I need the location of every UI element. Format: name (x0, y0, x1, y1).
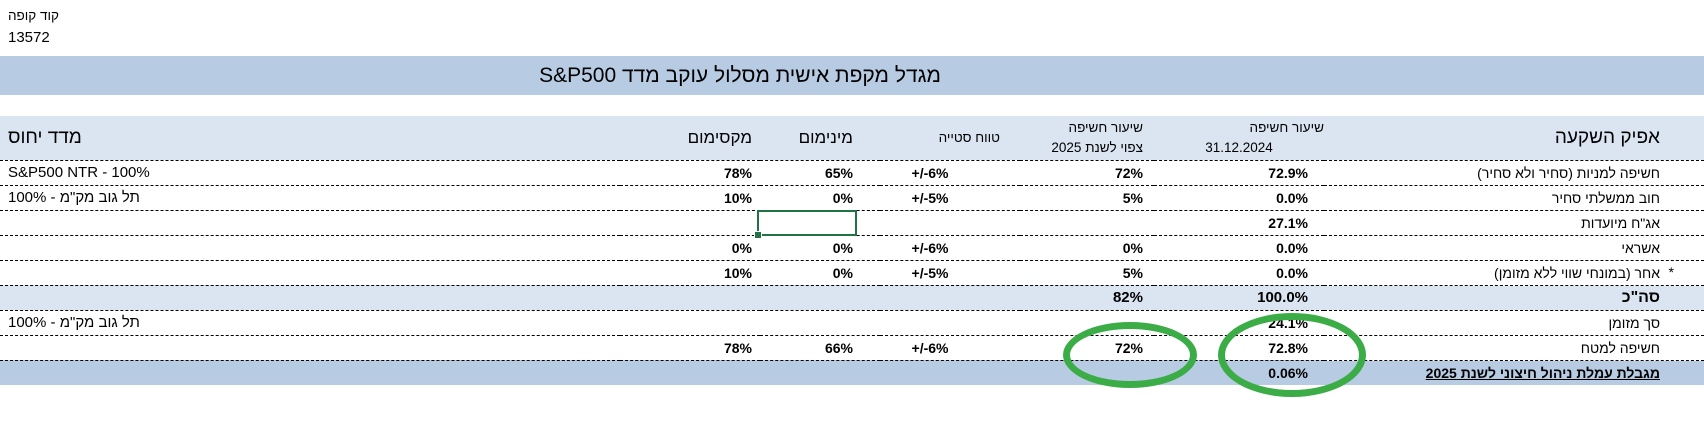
table-row-total-cash: סך מזומן 24.1% תל גוב מק"מ - 100% (0, 310, 1704, 336)
cell-deviation[interactable] (880, 310, 1020, 336)
cell-reference-index[interactable]: תל גוב מק"מ - 100% (0, 310, 620, 336)
cell-reference-index[interactable] (0, 210, 620, 236)
cell-maximum[interactable] (620, 310, 760, 336)
table-row-fx-exposure: חשיפה למטח 72.8% 72% +/-6% 66% 78% (0, 335, 1704, 361)
cell-maximum[interactable]: 10% (620, 260, 760, 286)
cell-label[interactable]: סה"כ (1324, 285, 1704, 311)
row-label-text: אחר (במונחי שווי ללא מזומן) (1494, 264, 1660, 281)
deviation-value: +/-6% (911, 339, 949, 356)
cell-deviation[interactable]: +/-5% (880, 260, 1020, 286)
table-header-row: אפיק השקעה שיעור חשיפה 31.12.2024 שיעור … (0, 116, 1704, 161)
selected-cell-outline[interactable] (754, 210, 857, 239)
cell-deviation[interactable]: +/-6% (880, 335, 1020, 361)
reference-value: S&P500 NTR - 100% (8, 164, 150, 181)
cell-exposure-2025[interactable]: 72% (1020, 160, 1154, 186)
table-row-designated-bonds: אג"ח מיועדות 27.1% (0, 210, 1704, 236)
cell-maximum[interactable] (620, 360, 760, 385)
cell-exposure-2024[interactable]: 0.0% (1154, 235, 1324, 261)
cell-exposure-2025[interactable]: 5% (1020, 260, 1154, 286)
cell-exposure-2025[interactable]: 82% (1020, 285, 1154, 311)
cell-maximum[interactable] (620, 285, 760, 311)
table-row-gov-debt: חוב ממשלתי סחיר 0.0% 5% +/-5% 0% 10% תל … (0, 185, 1704, 211)
deviation-value: +/-5% (911, 264, 949, 281)
cell-label[interactable]: חשיפה למניות (סחיר ולא סחיר) (1324, 160, 1704, 186)
cell-exposure-2024[interactable]: 0.0% (1154, 185, 1324, 211)
cell-maximum[interactable]: 10% (620, 185, 760, 211)
deviation-value: +/-6% (911, 164, 949, 181)
cell-reference-index[interactable]: תל גוב מק"מ - 100% (0, 185, 620, 211)
cell-exposure-2024[interactable]: 27.1% (1154, 210, 1324, 236)
table-row-equities: חשיפה למניות (סחיר ולא סחיר) 72.9% 72% +… (0, 160, 1704, 186)
cell-reference-index[interactable] (0, 260, 620, 286)
cell-reference-index[interactable]: S&P500 NTR - 100% (0, 160, 620, 186)
footnote-asterisk: * (1668, 263, 1674, 280)
header-exposure-2025[interactable]: שיעור חשיפה צפוי לשנת 2025 (1020, 116, 1154, 161)
table-row-other: אחר (במונחי שווי ללא מזומן) * 0.0% 5% +/… (0, 260, 1704, 286)
fund-code-label: קוד קופה (8, 8, 59, 23)
cell-exposure-2024[interactable]: 72.9% (1154, 160, 1324, 186)
cell-exposure-2024[interactable]: 0.0% (1154, 260, 1324, 286)
reference-value: תל גוב מק"מ - 100% (8, 314, 140, 331)
cell-label[interactable]: סך מזומן (1324, 310, 1704, 336)
cell-deviation[interactable] (880, 360, 1020, 385)
cell-exposure-2025[interactable] (1020, 210, 1154, 236)
header-exposure-2024-line1: שיעור חשיפה (1249, 120, 1324, 136)
cell-reference-index[interactable] (0, 335, 620, 361)
cell-label[interactable]: אג"ח מיועדות (1324, 210, 1704, 236)
cell-reference-index[interactable] (0, 360, 620, 385)
allocation-table: אפיק השקעה שיעור חשיפה 31.12.2024 שיעור … (0, 116, 1704, 385)
cell-maximum[interactable] (620, 210, 760, 236)
cell-minimum[interactable]: 66% (760, 335, 880, 361)
title-bar: מגדל מקפת אישית מסלול עוקב מדד S&P500 (0, 56, 1704, 95)
header-exposure-2024-line2: 31.12.2024 (1205, 139, 1273, 155)
cell-label[interactable]: חשיפה למטח (1324, 335, 1704, 361)
cell-minimum[interactable] (760, 285, 880, 311)
cell-label[interactable]: חוב ממשלתי סחיר (1324, 185, 1704, 211)
table-row-mgmt-fee-limit: מגבלת עמלת ניהול חיצוני לשנת 2025 0.06% (0, 360, 1704, 385)
cell-maximum[interactable]: 0% (620, 235, 760, 261)
cell-minimum[interactable]: 65% (760, 160, 880, 186)
cell-reference-index[interactable] (0, 235, 620, 261)
header-investment-channel[interactable]: אפיק השקעה (1324, 116, 1704, 161)
cell-exposure-2024[interactable]: 100.0% (1154, 285, 1324, 311)
cell-deviation[interactable]: +/-6% (880, 160, 1020, 186)
cell-exposure-2025[interactable]: 5% (1020, 185, 1154, 211)
fund-code-value[interactable]: 13572 (8, 29, 50, 46)
header-exposure-2025-line2: צפוי לשנת 2025 (1051, 139, 1143, 155)
header-reference-index[interactable]: מדד יחוס (0, 116, 620, 161)
cell-maximum[interactable]: 78% (620, 335, 760, 361)
header-maximum[interactable]: מקסימום (620, 116, 760, 161)
deviation-value: +/-6% (911, 239, 949, 256)
header-exposure-2025-line1: שיעור חשיפה (1068, 120, 1143, 136)
cell-minimum[interactable] (760, 360, 880, 385)
cell-deviation[interactable]: +/-6% (880, 235, 1020, 261)
page-title: מגדל מקפת אישית מסלול עוקב מדד S&P500 (539, 64, 941, 87)
deviation-value: +/-5% (911, 189, 949, 206)
cell-label[interactable]: אחר (במונחי שווי ללא מזומן) * (1324, 260, 1704, 286)
header-deviation-range[interactable]: טווח סטייה (880, 116, 1020, 161)
cell-deviation[interactable]: +/-5% (880, 185, 1020, 211)
cell-label[interactable]: אשראי (1324, 235, 1704, 261)
cell-minimum[interactable]: 0% (760, 235, 880, 261)
cell-reference-index[interactable] (0, 285, 620, 311)
cell-maximum[interactable]: 78% (620, 160, 760, 186)
cell-deviation[interactable] (880, 210, 1020, 236)
cell-minimum[interactable]: 0% (760, 185, 880, 211)
table-row-credit: אשראי 0.0% 0% +/-6% 0% 0% (0, 235, 1704, 261)
header-minimum[interactable]: מינימום (760, 116, 880, 161)
header-exposure-2024[interactable]: שיעור חשיפה 31.12.2024 (1154, 116, 1324, 161)
cell-minimum[interactable] (760, 310, 880, 336)
highlight-ellipse-2024-values (1218, 313, 1366, 397)
highlight-ellipse-expected-2025 (1063, 322, 1197, 388)
cell-deviation[interactable] (880, 285, 1020, 311)
cell-minimum[interactable]: 0% (760, 260, 880, 286)
table-row-total: סה"כ 100.0% 82% (0, 285, 1704, 311)
cell-exposure-2025[interactable]: 0% (1020, 235, 1154, 261)
reference-value: תל גוב מק"מ - 100% (8, 189, 140, 206)
cell-label[interactable]: מגבלת עמלת ניהול חיצוני לשנת 2025 (1324, 360, 1704, 385)
